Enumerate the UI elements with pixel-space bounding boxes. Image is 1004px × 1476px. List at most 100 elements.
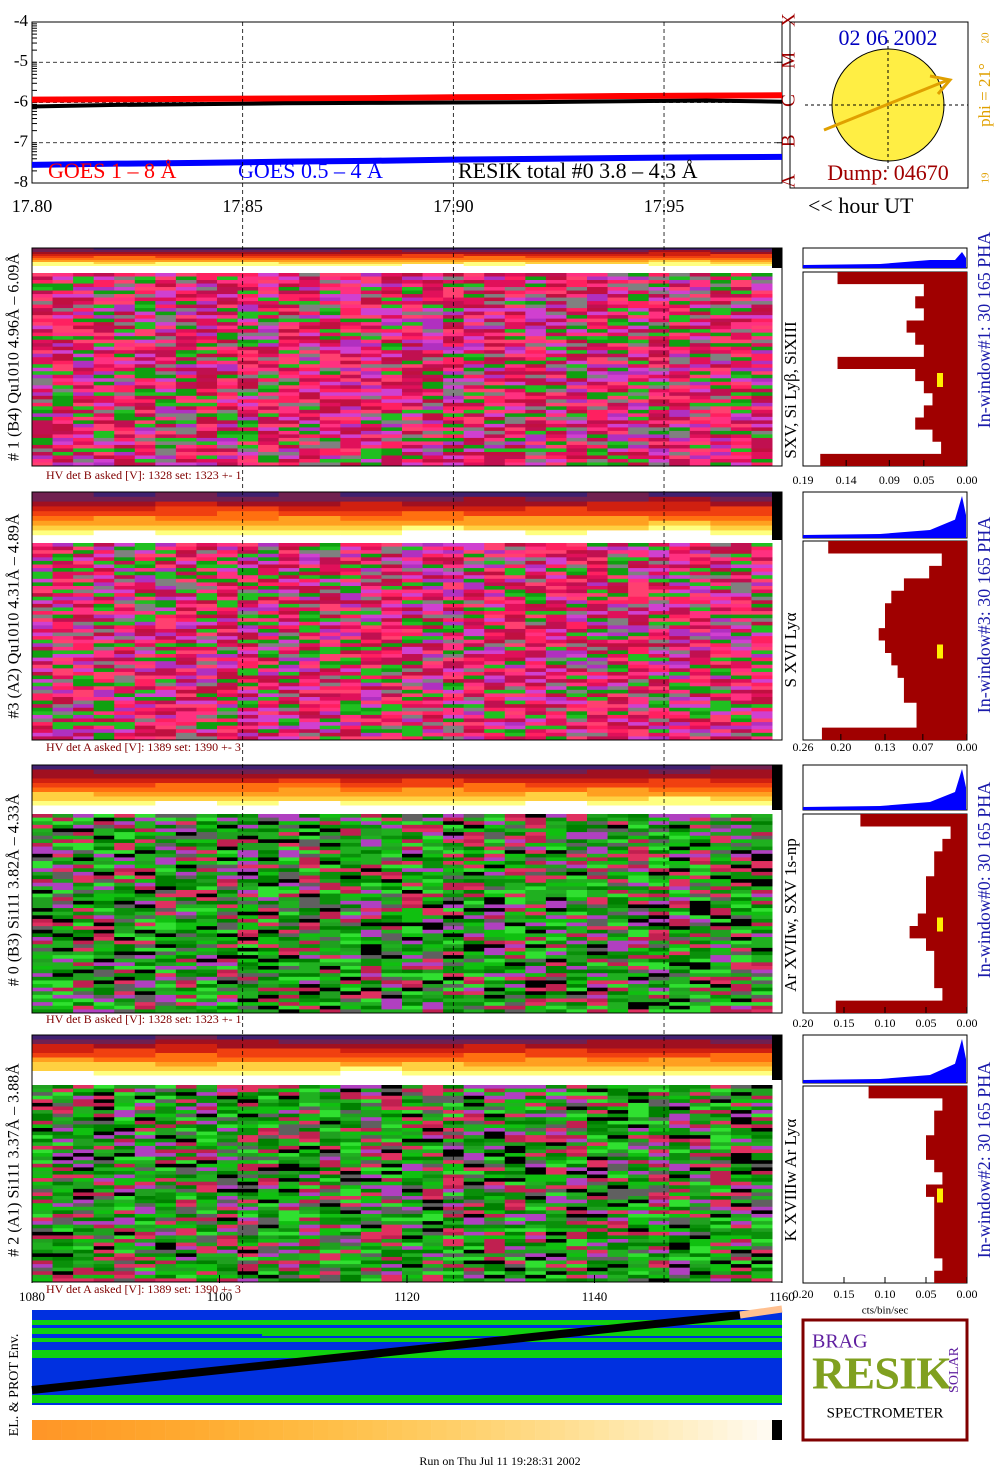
image-cell [278,686,300,691]
image-cell [114,564,136,569]
image-cell [217,700,239,705]
image-cell [545,839,567,844]
image-cell [730,575,752,580]
image-cell [114,636,136,641]
image-cell [93,325,115,330]
image-cell [319,413,341,418]
image-cell [93,367,115,372]
image-cell [217,643,239,648]
image-cell [628,650,650,655]
image-cell [32,343,54,348]
image-cell [710,287,732,292]
image-cell [422,839,444,844]
image-cell [134,392,156,397]
image-cell [155,835,177,840]
image-cell [710,668,732,673]
image-cell [525,621,547,626]
image-cell [628,430,650,435]
image-cell [196,729,218,734]
image-cell [669,287,691,292]
x-tick-label: 0.13 [875,740,896,754]
image-cell [484,614,506,619]
image-cell [689,654,711,659]
image-cell [730,395,752,400]
image-cell [134,842,156,848]
image-cell [566,589,588,594]
image-cell [669,322,691,327]
image-cell [751,839,773,844]
band-cell [32,496,95,503]
image-cell [566,360,588,365]
image-cell [484,714,506,720]
image-cell [114,308,136,313]
image-cell [504,371,526,376]
image-cell [299,297,321,302]
image-cell [134,427,156,432]
image-cell [360,625,382,630]
image-cell [689,308,711,313]
band-cell [217,250,280,253]
image-cell [73,850,95,855]
image-cell [710,589,732,594]
image-cell [587,832,609,837]
image-cell [52,654,74,659]
image-cell [525,294,547,299]
image-cell [587,711,609,716]
image-cell [402,395,424,400]
image-cell [566,697,588,702]
image-cell [628,675,650,680]
image-cell [340,596,362,601]
image-cell [484,582,506,587]
image-cell [607,434,629,439]
image-cell [258,564,280,569]
image-cell [258,632,280,637]
image-cell [299,388,321,393]
image-cell [52,582,74,587]
image-cell [607,441,629,446]
image-cell [525,371,547,376]
image-cell [278,392,300,397]
image-cell [607,704,629,709]
image-cell [155,402,177,407]
image-cell [587,350,609,355]
image-cell [504,301,526,306]
image-cell [525,568,547,573]
image-cell [134,589,156,594]
image-cell [278,571,300,576]
image-cell [710,693,732,698]
image-cell [730,346,752,351]
image-cell [402,607,424,612]
image-cell [52,814,74,819]
band-cell [402,260,465,263]
image-cell [669,589,691,594]
image-cell [196,434,218,439]
image-cell [710,711,732,716]
image-cell [381,725,403,730]
image-cell [689,821,711,826]
image-cell [134,664,156,669]
image-cell [114,664,136,669]
image-cell [566,399,588,404]
image-cell [751,864,773,869]
image-cell [196,700,218,705]
image-cell [360,704,382,709]
band-cell [525,520,588,527]
image-cell [422,322,444,327]
image-cell [360,593,382,598]
image-cell [155,621,177,626]
band-cell [587,264,650,267]
image-cell [360,664,382,669]
band-cell [525,248,588,251]
image-cell [587,280,609,285]
image-cell [607,689,629,694]
image-cell [402,675,424,680]
band-cell [587,248,650,251]
image-cell [463,283,485,288]
image-cell [463,343,485,348]
image-cell [299,857,321,862]
image-cell [484,853,506,858]
image-cell [258,700,280,705]
image-cell [751,846,773,851]
image-cell [525,722,547,727]
image-cell [710,378,732,383]
